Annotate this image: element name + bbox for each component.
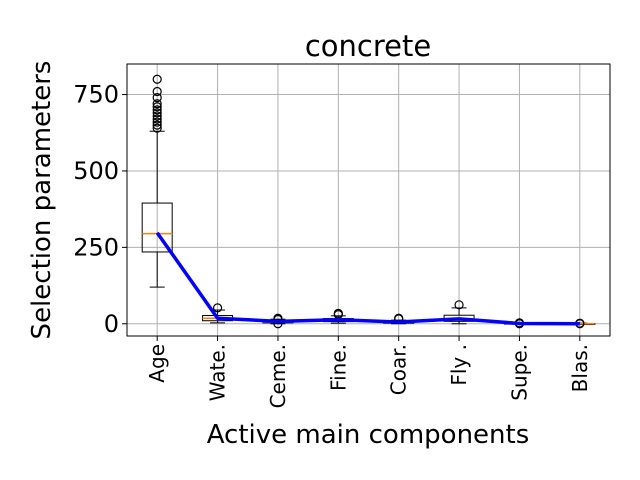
x-tick-label: Supe. [507,344,531,401]
y-tick-label: 500 [73,157,119,185]
x-tick-label: Blas. [568,344,592,392]
chart-title: concrete [305,29,431,63]
x-tick-label: Ceme. [266,344,290,408]
x-tick-label: Fly . [447,344,471,386]
outlier-point [152,93,162,103]
y-tick-label: 0 [104,310,119,338]
plot-frame [126,63,611,337]
y-tick-label: 250 [73,233,119,261]
x-tick-label: Age [145,344,169,383]
x-tick-label: Wate. [206,344,230,401]
box-0 [141,74,173,288]
trend-line [155,231,580,326]
trend-series [155,231,580,326]
x-axis-label: Active main components [207,420,530,450]
outlier-point [212,303,223,313]
outlier-point [152,74,162,84]
outlier-point [152,111,162,121]
outlier-point [152,108,162,118]
outlier-point [333,308,343,318]
outlier-point [454,300,464,310]
y-axis-ticks: 0 250 500 750 [73,81,127,338]
outlier-point [152,102,162,112]
outlier-point [152,120,162,130]
y-axis-label: Selection parameters [27,61,57,340]
outlier-point [152,117,162,127]
y-tick-label: 750 [73,81,119,109]
x-tick-label: Coar. [387,344,411,395]
outlier-point [152,114,162,124]
outlier-point [152,86,162,97]
x-tick-label: Fine. [326,344,350,391]
boxes [141,74,596,329]
outlier-point [152,123,162,133]
outlier-point [152,105,162,115]
box-body [141,202,173,253]
outlier-point [152,99,162,109]
x-axis-ticks: Age Wate. Ceme. Fine. Coar. Fly . Supe. Blas. [145,336,592,408]
